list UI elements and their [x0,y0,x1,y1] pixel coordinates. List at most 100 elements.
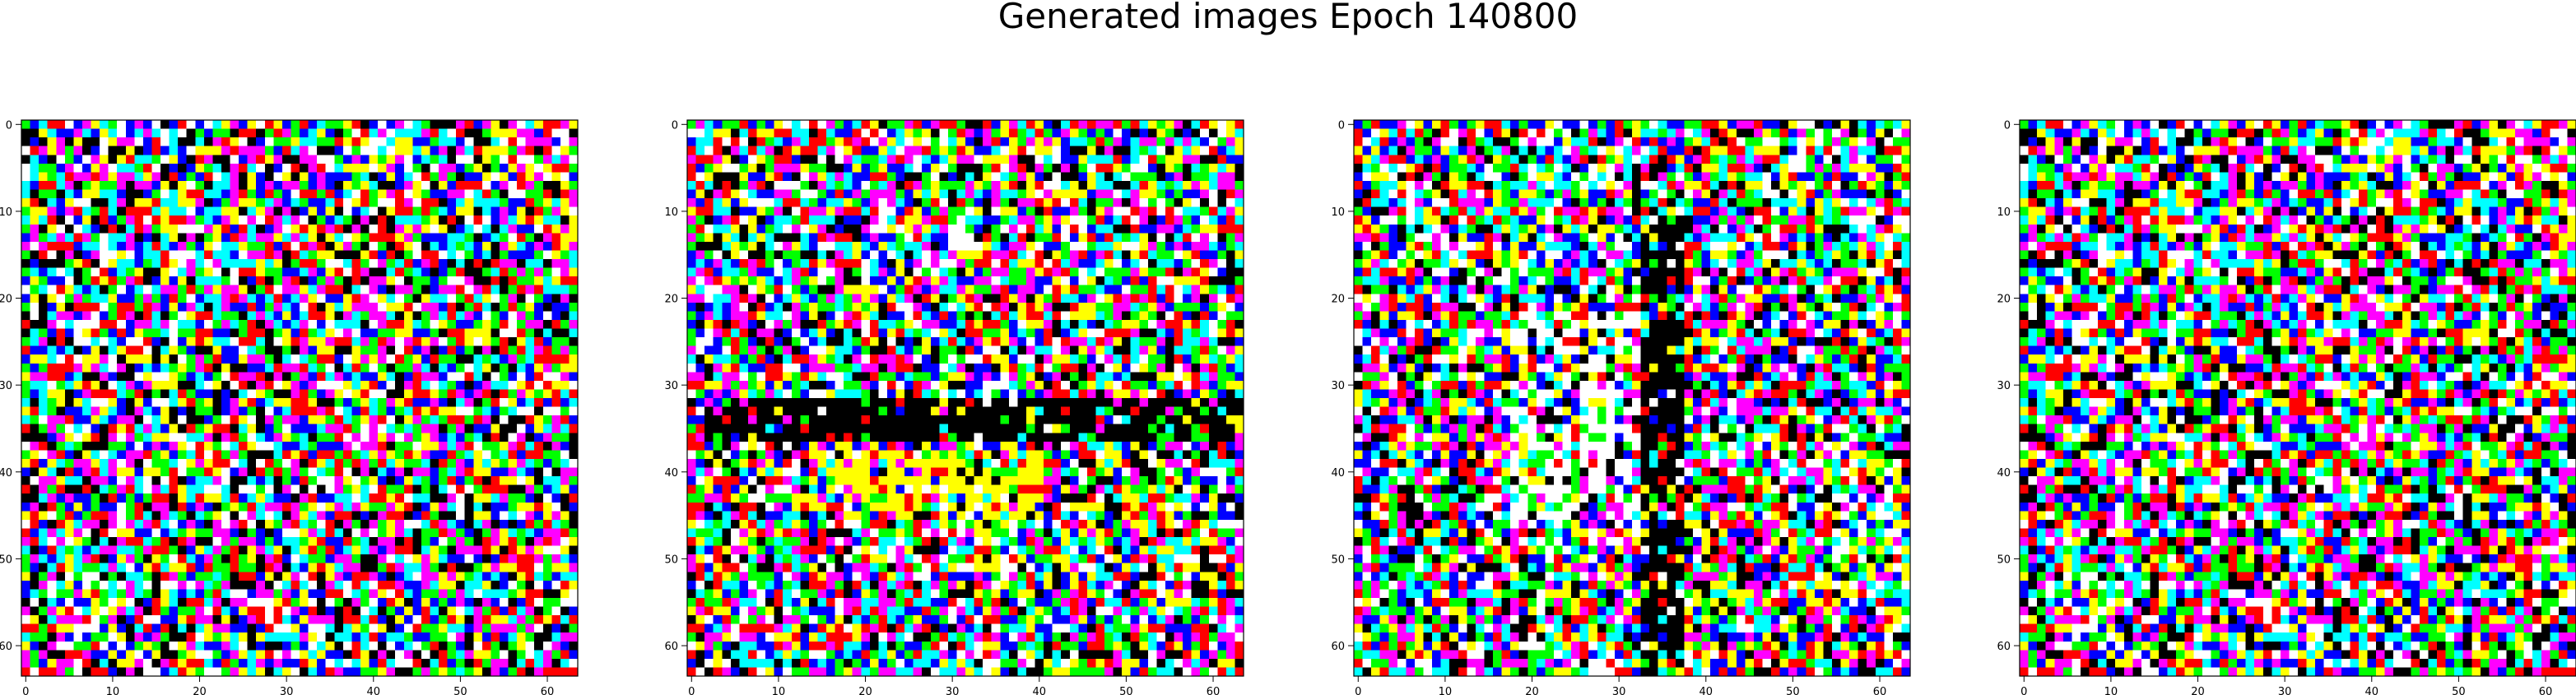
image-pixel [342,650,352,660]
image-pixel [151,467,161,477]
image-pixel [791,128,801,138]
image-pixel [100,363,109,373]
image-pixel [195,641,205,651]
image-pixel [499,467,509,477]
image-pixel [730,180,740,190]
image-pixel [499,250,509,260]
image-pixel [1225,172,1235,182]
image-pixel [212,398,222,407]
image-pixel [160,467,170,477]
image-pixel [264,554,274,564]
image-pixel [334,606,344,616]
generated-image-panel-1: 0 10 20 30 40 50 60 0 10 20 30 40 50 60 [0,119,579,695]
image-pixel [73,241,83,251]
image-pixel [221,572,230,581]
image-pixel [456,215,466,225]
image-pixel [351,528,361,538]
image-pixel [308,667,318,677]
image-pixel [64,155,74,164]
image-pixel [560,354,570,364]
image-pixel [134,354,144,364]
image-pixel [1174,198,1183,207]
image-pixel [1078,128,1088,138]
image-pixel [21,224,30,234]
image-pixel [21,155,30,164]
image-pixel [499,354,509,364]
image-pixel [291,224,300,234]
image-pixel [281,597,291,607]
image-pixel [300,128,309,138]
image-pixel [447,294,457,303]
image-pixel [695,233,705,243]
image-pixel [160,250,170,260]
image-pixel [212,233,222,243]
image-pixel [1113,224,1123,234]
image-pixel [508,415,518,425]
image-pixel [852,120,862,129]
image-pixel [481,354,491,364]
image-pixel [464,267,474,277]
image-pixel [747,172,757,182]
image-pixel [747,137,757,147]
image-pixel [1052,198,1062,207]
image-pixel [100,623,109,633]
image-pixel [508,667,518,677]
image-pixel [56,120,66,129]
image-pixel [360,467,370,477]
image-pixel [525,206,535,216]
image-pixel [91,163,100,173]
image-pixel [499,484,509,494]
image-pixel [747,163,757,173]
image-pixel [264,667,274,677]
image-pixel [508,554,518,564]
image-pixel [517,163,526,173]
image-pixel [447,519,457,529]
image-pixel [300,224,309,234]
image-pixel [473,424,483,433]
image-pixel [81,424,91,433]
image-pixel [1147,215,1157,225]
image-pixel [273,389,283,399]
image-pixel [30,380,40,390]
image-pixel [913,172,923,182]
image-pixel [351,658,361,668]
image-pixel [256,433,266,442]
image-pixel [221,267,230,277]
image-pixel [569,189,579,199]
image-pixel [247,537,257,546]
image-pixel [765,137,774,147]
image-pixel [30,476,40,485]
image-pixel [412,215,422,225]
image-pixel [525,632,535,642]
image-pixel [212,572,222,581]
image-pixel [956,128,966,138]
image-pixel [308,302,318,312]
image-pixel [1235,137,1244,147]
image-pixel [56,241,66,251]
image-pixel [421,589,430,599]
image-pixel [151,128,161,138]
image-pixel [81,415,91,425]
image-pixel [1183,224,1192,234]
image-pixel [239,632,248,642]
image-pixel [108,537,118,546]
image-pixel [481,493,491,503]
image-pixel [974,180,983,190]
image-pixel [169,233,179,243]
image-pixel [73,389,83,399]
image-pixel [317,380,327,390]
image-pixel [300,137,309,147]
image-pixel [456,380,466,390]
image-pixel [551,198,561,207]
image-pixel [1000,137,1010,147]
image-pixel [317,467,327,477]
image-pixel [30,294,40,303]
image-pixel [430,606,439,616]
image-pixel [508,302,518,312]
image-pixel [351,450,361,460]
image-pixel [508,146,518,155]
image-pixel [560,606,570,616]
image-pixel [178,163,188,173]
image-pixel [81,328,91,338]
image-pixel [378,337,387,346]
